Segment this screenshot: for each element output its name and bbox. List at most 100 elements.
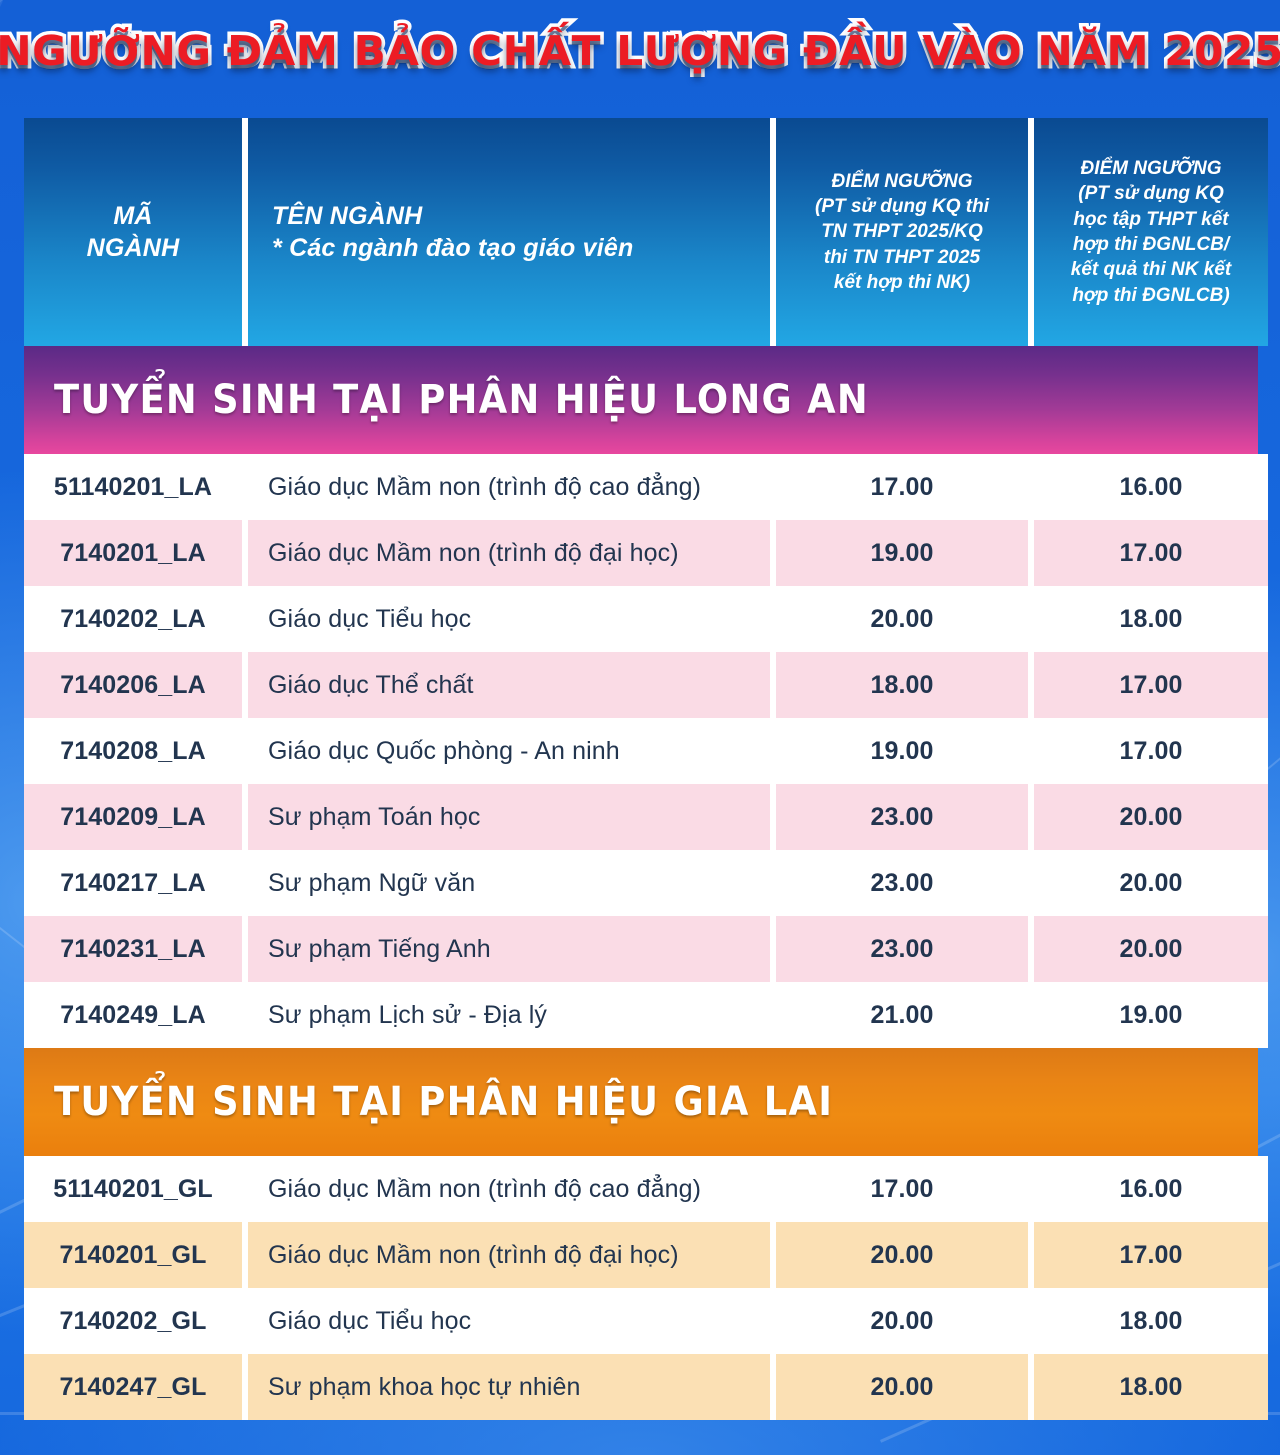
column-divider xyxy=(770,652,776,718)
table-row[interactable]: 7140208_LA Giáo dục Quốc phòng - An ninh 1… xyxy=(24,718,1268,784)
cell-diem-nguong-thpt: 18.00 xyxy=(776,652,1028,718)
column-header-ten-nganh: TÊN NGÀNH * Các ngành đào tạo giáo viên xyxy=(248,118,770,346)
cell-ten-nganh: Giáo dục Mầm non (trình độ đại học) xyxy=(248,1222,770,1288)
cell-ma-nganh: 7140201_LA xyxy=(24,520,242,586)
column-divider xyxy=(242,916,248,982)
column-header-ten-nganh-line1: TÊN NGÀNH xyxy=(272,201,423,230)
table-row[interactable]: 7140202_GL Giáo dục Tiểu học 20.00 18.00 xyxy=(24,1288,1268,1354)
cell-ma-nganh: 7140217_LA xyxy=(24,850,242,916)
column-divider xyxy=(1028,1222,1034,1288)
cell-diem-nguong-thpt: 19.00 xyxy=(776,520,1028,586)
cell-diem-nguong-hoctap: 18.00 xyxy=(1034,1288,1268,1354)
cell-ma-nganh: 7140202_GL xyxy=(24,1288,242,1354)
column-divider xyxy=(242,1222,248,1288)
cell-ten-nganh: Giáo dục Tiểu học xyxy=(248,586,770,652)
column-header-ten-nganh-line2: * Các ngành đào tạo giáo viên xyxy=(272,234,634,262)
column-divider xyxy=(242,718,248,784)
admission-threshold-table: MÃ NGÀNH TÊN NGÀNH * Các ngành đào tạo g… xyxy=(24,118,1268,1455)
column-header-score1-line5: kết hợp thi NK) xyxy=(833,271,971,293)
column-divider xyxy=(242,454,248,520)
section-banner-label: TUYỂN SINH TẠI PHÂN HIỆU LONG AN xyxy=(54,377,869,423)
cell-ma-nganh: 7140247_GL xyxy=(24,1354,242,1420)
column-divider xyxy=(770,982,776,1048)
cell-diem-nguong-hoctap: 16.00 xyxy=(1034,1156,1268,1222)
cell-ma-nganh: 7140208_LA xyxy=(24,718,242,784)
column-header-ma-nganh: MÃ NGÀNH xyxy=(24,118,242,346)
column-divider xyxy=(1028,118,1034,346)
cell-diem-nguong-hoctap: 17.00 xyxy=(1034,652,1268,718)
column-divider xyxy=(770,1288,776,1354)
cell-diem-nguong-thpt: 20.00 xyxy=(776,1288,1028,1354)
column-divider xyxy=(770,1156,776,1222)
column-divider xyxy=(770,784,776,850)
cell-ten-nganh: Giáo dục Thể chất xyxy=(248,652,770,718)
column-header-score1-line2: (PT sử dụng KQ thi xyxy=(815,196,989,218)
column-header-score1-line3: TN THPT 2025/KQ xyxy=(821,221,983,243)
table-row[interactable]: 7140209_LA Sư phạm Toán học 23.00 20.00 xyxy=(24,784,1268,850)
cell-ten-nganh: Giáo dục Mầm non (trình độ cao đẳng) xyxy=(248,454,770,520)
column-divider xyxy=(242,1288,248,1354)
cell-ma-nganh: 7140249_LA xyxy=(24,982,242,1048)
table-row[interactable]: 7140202_LA Giáo dục Tiểu học 20.00 18.00 xyxy=(24,586,1268,652)
table-row[interactable]: 7140231_LA Sư phạm Tiếng Anh 23.00 20.00 xyxy=(24,916,1268,982)
table-row[interactable]: 7140249_LA Sư phạm Lịch sử - Địa lý 21.00 1… xyxy=(24,982,1268,1048)
column-header-ma-nganh-line2: NGÀNH xyxy=(86,234,180,262)
table-row[interactable]: 7140217_LA Sư phạm Ngữ văn 23.00 20.00 xyxy=(24,850,1268,916)
table-row[interactable]: 51140201_LA Giáo dục Mầm non (trình độ ca… xyxy=(24,454,1268,520)
cell-diem-nguong-hoctap: 17.00 xyxy=(1034,718,1268,784)
column-header-score1-line4: thi TN THPT 2025 xyxy=(823,246,981,268)
column-header-score2-line4: hợp thi ĐGNLCB/ xyxy=(1072,234,1230,255)
column-header-score2-line5: kết quả thi NK kết xyxy=(1070,259,1232,281)
section-banner-gia-lai: TUYỂN SINH TẠI PHÂN HIỆU GIA LAI xyxy=(24,1048,1258,1156)
column-divider xyxy=(1028,784,1034,850)
cell-diem-nguong-thpt: 20.00 xyxy=(776,1354,1028,1420)
cell-ma-nganh: 7140209_LA xyxy=(24,784,242,850)
column-divider xyxy=(242,586,248,652)
cell-diem-nguong-thpt: 21.00 xyxy=(776,982,1028,1048)
cell-diem-nguong-thpt: 17.00 xyxy=(776,454,1028,520)
column-divider xyxy=(770,916,776,982)
cell-diem-nguong-thpt: 23.00 xyxy=(776,916,1028,982)
column-divider xyxy=(242,1156,248,1222)
cell-diem-nguong-hoctap: 19.00 xyxy=(1034,982,1268,1048)
table-header-row: MÃ NGÀNH TÊN NGÀNH * Các ngành đào tạo g… xyxy=(24,118,1268,346)
column-divider xyxy=(770,850,776,916)
table-row[interactable]: 51140201_GL Giáo dục Mầm non (trình độ ca… xyxy=(24,1156,1268,1222)
column-divider xyxy=(1028,916,1034,982)
column-header-score2-line6: hợp thi ĐGNLCB) xyxy=(1072,284,1230,306)
column-header-diem-nguong-hoctap: ĐIỂM NGƯỠNG (PT sử dụng KQ học tập THPT … xyxy=(1034,118,1268,346)
column-divider xyxy=(1028,982,1034,1048)
table-row[interactable]: 7140247_GL Sư phạm khoa học tự nhiên 20.00… xyxy=(24,1354,1268,1420)
column-divider xyxy=(1028,1156,1034,1222)
column-divider xyxy=(770,586,776,652)
cell-diem-nguong-thpt: 23.00 xyxy=(776,850,1028,916)
column-divider xyxy=(770,520,776,586)
cell-ten-nganh: Giáo dục Tiểu học xyxy=(248,1288,770,1354)
cell-diem-nguong-thpt: 20.00 xyxy=(776,586,1028,652)
column-divider xyxy=(1028,520,1034,586)
cell-ten-nganh: Sư phạm Lịch sử - Địa lý xyxy=(248,982,770,1048)
column-divider xyxy=(1028,850,1034,916)
column-header-diem-nguong-thpt: ĐIỂM NGƯỠNG (PT sử dụng KQ thi TN THPT 2… xyxy=(776,118,1028,346)
column-divider xyxy=(770,1222,776,1288)
column-header-ma-nganh-line1: MÃ xyxy=(113,201,153,230)
column-divider xyxy=(242,982,248,1048)
column-divider xyxy=(242,520,248,586)
cell-diem-nguong-thpt: 20.00 xyxy=(776,1222,1028,1288)
column-divider xyxy=(242,1354,248,1420)
cell-ten-nganh: Sư phạm Ngữ văn xyxy=(248,850,770,916)
cell-diem-nguong-hoctap: 20.00 xyxy=(1034,784,1268,850)
cell-ten-nganh: Sư phạm Toán học xyxy=(248,784,770,850)
cell-ma-nganh: 7140202_LA xyxy=(24,586,242,652)
cell-ma-nganh: 51140201_GL xyxy=(24,1156,242,1222)
cell-diem-nguong-hoctap: 17.00 xyxy=(1034,1222,1268,1288)
column-header-score2-line2: (PT sử dụng KQ xyxy=(1078,183,1224,205)
table-row[interactable]: 7140201_GL Giáo dục Mầm non (trình độ đại… xyxy=(24,1222,1268,1288)
cell-diem-nguong-hoctap: 20.00 xyxy=(1034,916,1268,982)
cell-ten-nganh: Giáo dục Mầm non (trình độ đại học) xyxy=(248,520,770,586)
column-divider xyxy=(770,118,776,346)
section-banner-label: TUYỂN SINH TẠI PHÂN HIỆU GIA LAI xyxy=(54,1079,834,1125)
table-row[interactable]: 7140201_LA Giáo dục Mầm non (trình độ đại… xyxy=(24,520,1268,586)
column-divider xyxy=(770,1354,776,1420)
table-row[interactable]: 7140206_LA Giáo dục Thể chất 18.00 17.00 xyxy=(24,652,1268,718)
